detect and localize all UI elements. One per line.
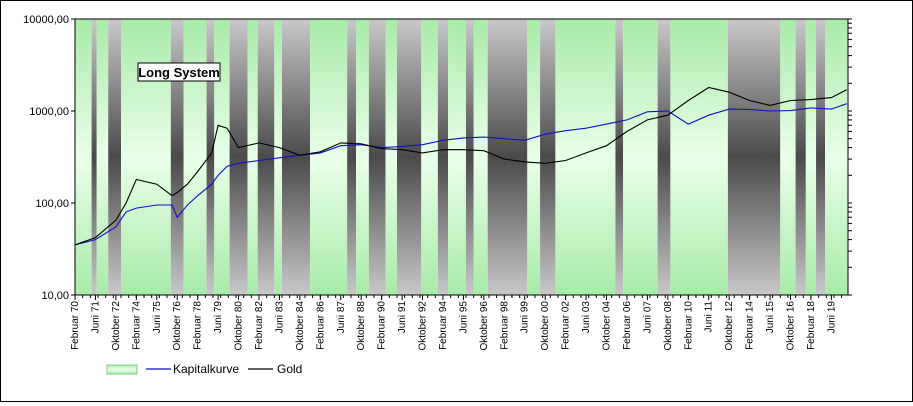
- regime-band-long: [780, 19, 796, 295]
- regime-band-flat: [795, 19, 806, 295]
- regime-band-flat: [465, 19, 474, 295]
- regime-band-long: [214, 19, 230, 295]
- legend-label-gold: Gold: [277, 362, 302, 376]
- regime-band-flat: [257, 19, 275, 295]
- regime-band-flat: [170, 19, 184, 295]
- x-tick-label: Juni 83: [274, 301, 285, 334]
- regime-band-long: [310, 19, 348, 295]
- regime-band-flat: [396, 19, 422, 295]
- x-tick-label: Juni 71: [90, 301, 101, 334]
- x-tick-label: Oktober 80: [234, 301, 245, 351]
- series-line-kapitalkurve: [74, 103, 847, 246]
- legend: Kapitalkurve Gold: [106, 362, 302, 376]
- x-tick-label: Juni 11: [704, 301, 715, 333]
- regime-band-long: [247, 19, 258, 295]
- regime-band-long: [473, 19, 488, 295]
- x-axis: Februar 70 Juni 71 Oktober 72 Februar 74 Jun…: [70, 295, 843, 351]
- x-tick-label: Oktober 76: [172, 301, 183, 351]
- legend-label-kapitalkurve: Kapitalkurve: [173, 362, 239, 376]
- x-tick-label: Oktober 08: [663, 301, 674, 351]
- x-tick-label: Februar 90: [377, 301, 388, 350]
- x-tick-label: Februar 10: [683, 301, 694, 350]
- regime-band-long: [274, 19, 282, 295]
- regime-band-flat: [437, 19, 449, 295]
- series-lines: [74, 86, 847, 246]
- regime-band-long: [75, 19, 92, 295]
- regime-band-flat: [540, 19, 556, 295]
- regime-band-flat: [657, 19, 671, 295]
- y-tick-label: 10000,00: [23, 14, 69, 26]
- x-tick-label: Juni 19: [826, 301, 837, 334]
- x-tick-label: Februar 18: [806, 301, 817, 350]
- regime-band-flat: [108, 19, 121, 295]
- x-tick-label: Juni 07: [642, 301, 653, 334]
- x-tick-label: Juni 79: [213, 301, 224, 334]
- x-tick-label: Februar 74: [131, 301, 142, 350]
- x-tick-label: Februar 94: [438, 301, 449, 350]
- y-axis: 10,00 100,00 1000,00 10000,00: [23, 14, 75, 302]
- x-tick-label: Oktober 84: [295, 301, 306, 351]
- x-tick-label: Oktober 12: [724, 301, 735, 351]
- regime-band-long: [555, 19, 616, 295]
- chart-title-box: Long System: [137, 62, 221, 82]
- regime-band-long: [527, 19, 541, 295]
- regime-band-long: [805, 19, 817, 295]
- regime-band-flat: [206, 19, 215, 295]
- plot-area: [74, 18, 849, 296]
- regime-band-long: [96, 19, 109, 295]
- x-tick-label: Juni 75: [152, 301, 163, 334]
- x-tick-label: Februar 98: [499, 301, 510, 350]
- regime-bands: [75, 19, 848, 295]
- x-tick-label: Februar 14: [745, 301, 756, 350]
- x-tick-label: Oktober 72: [111, 301, 122, 351]
- regime-band-flat: [229, 19, 248, 295]
- regime-band-long: [183, 19, 207, 295]
- legend-swatch-area: [106, 364, 138, 375]
- regime-band-long: [623, 19, 658, 295]
- chart-title: Long System: [138, 65, 220, 80]
- x-tick-label: Oktober 88: [356, 301, 367, 351]
- x-tick-label: Oktober 16: [786, 301, 797, 351]
- x-tick-label: Juni 99: [520, 301, 531, 334]
- right-minor-ticks: [848, 18, 852, 296]
- x-tick-label: Februar 82: [254, 301, 265, 350]
- regime-band-long: [356, 19, 369, 295]
- regime-band-long: [421, 19, 438, 295]
- x-tick-label: Oktober 00: [540, 301, 551, 351]
- regime-band-flat: [368, 19, 386, 295]
- x-tick-label: Februar 78: [193, 301, 204, 350]
- x-tick-label: Februar 06: [622, 301, 633, 350]
- x-tick-label: Juni 91: [397, 301, 408, 334]
- y-tick-label: 100,00: [35, 198, 69, 210]
- regime-band-flat: [615, 19, 624, 295]
- x-tick-label: Juni 95: [458, 301, 469, 334]
- regime-band-long: [120, 19, 171, 295]
- x-tick-label: Oktober 04: [602, 301, 613, 351]
- x-tick-label: Juni 03: [581, 301, 592, 334]
- x-tick-label: Februar 86: [315, 301, 326, 350]
- regime-band-flat: [816, 19, 826, 295]
- x-tick-label: Oktober 96: [479, 301, 490, 351]
- regime-band-flat: [347, 19, 357, 295]
- regime-band-long: [825, 19, 848, 295]
- x-tick-label: Oktober 92: [418, 301, 429, 351]
- regime-band-flat: [727, 19, 781, 295]
- y-tick-label: 10,00: [41, 290, 69, 302]
- regime-band-long: [448, 19, 466, 295]
- regime-band-flat: [91, 19, 97, 295]
- x-tick-label: Juni 87: [336, 301, 347, 334]
- regime-band-flat: [487, 19, 528, 295]
- series-line-gold: [74, 86, 847, 246]
- x-tick-label: Juni 15: [765, 301, 776, 334]
- regime-band-long: [670, 19, 728, 295]
- y-tick-label: 1000,00: [29, 106, 69, 118]
- regime-band-long: [385, 19, 397, 295]
- x-tick-label: Februar 02: [561, 301, 572, 350]
- x-tick-label: Februar 70: [70, 301, 81, 350]
